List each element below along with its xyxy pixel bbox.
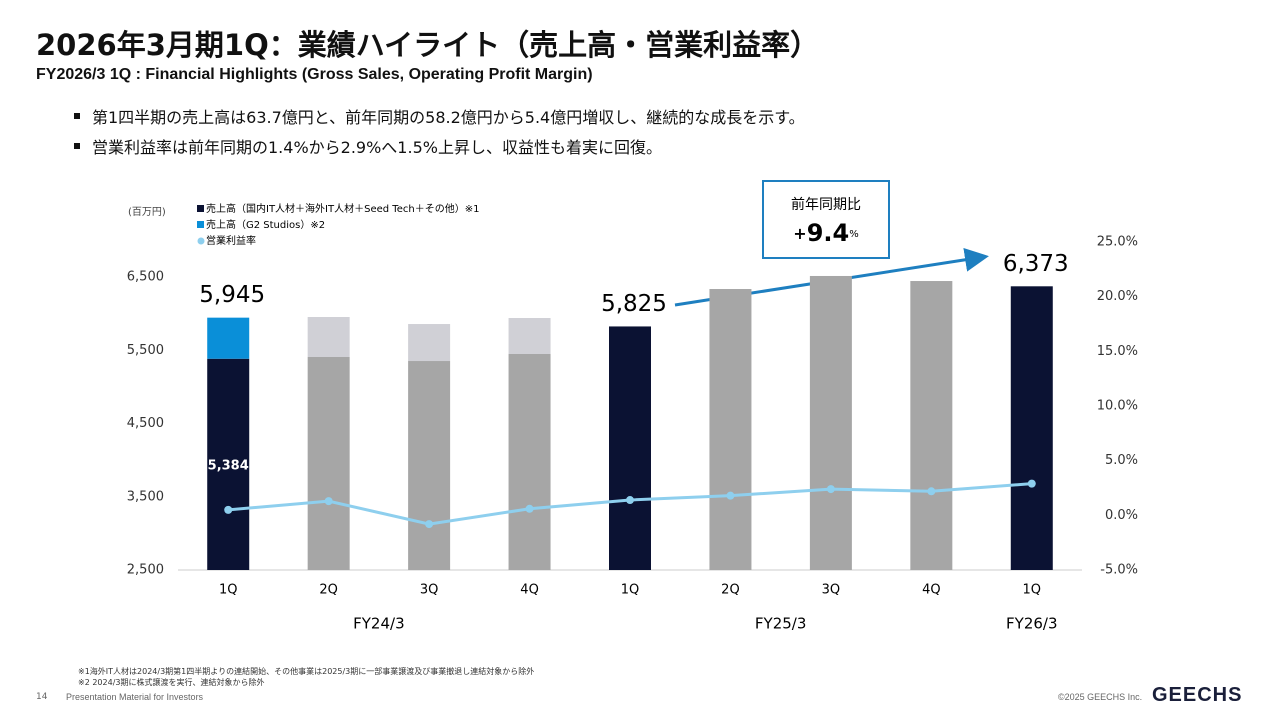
bar-segment <box>508 318 551 354</box>
group-label: FY24/3 <box>353 615 404 633</box>
legend-label: 売上高（G2 Studios）※2 <box>206 218 325 231</box>
bullets: 第1四半期の売上高は63.7億円と、前年同期の58.2億円から5.4億円増収し、… <box>74 104 805 164</box>
bar <box>508 353 551 570</box>
bar <box>609 326 651 570</box>
margin-point <box>726 491 735 500</box>
margin-point <box>626 496 634 505</box>
bar <box>408 361 451 570</box>
y-tick-label: 5,500 <box>127 343 164 358</box>
total-label: 5,945 <box>199 282 265 308</box>
legend-swatch <box>197 205 204 212</box>
bar <box>307 356 350 570</box>
y-tick-label: 4,500 <box>127 416 164 431</box>
y2-tick-label: 0.0% <box>1105 508 1138 523</box>
bar <box>809 275 852 570</box>
callout-unit: % <box>849 229 859 240</box>
legend-swatch <box>197 237 205 245</box>
margin-point <box>224 505 233 514</box>
margin-point <box>525 504 534 513</box>
y2-tick-label: 25.0% <box>1097 235 1138 250</box>
y-tick-label: 3,500 <box>127 489 164 504</box>
bar <box>910 281 953 570</box>
y2-tick-label: -5.0% <box>1100 563 1138 578</box>
copyright: ©2025 GEECHS Inc. <box>1058 692 1143 702</box>
legend-swatch <box>197 221 204 228</box>
total-label: 5,825 <box>601 291 667 317</box>
callout-sign: + <box>793 224 806 243</box>
note: ※2 2024/3期に株式譲渡を実行、連結対象から除外 <box>78 678 265 687</box>
callout-box <box>762 180 890 259</box>
group-label: FY26/3 <box>1006 615 1057 633</box>
y2-tick-label: 20.0% <box>1097 289 1138 304</box>
x-tick-label: 3Q <box>420 583 439 598</box>
subtitle: FY2026/3 1Q : Financial Highlights (Gros… <box>36 66 593 83</box>
callout-value: +9.4% <box>793 219 858 247</box>
y2-tick-label: 5.0% <box>1105 453 1138 468</box>
x-tick-label: 1Q <box>219 583 238 598</box>
title: 2026年3月期1Q：業績ハイライト（売上高・営業利益率） <box>36 28 820 62</box>
total-label: 6,373 <box>1003 251 1069 277</box>
callout-number: 9.4 <box>807 219 850 247</box>
bar <box>1010 286 1053 570</box>
x-tick-label: 4Q <box>520 583 539 598</box>
y-unit: (百万円) <box>128 206 166 218</box>
bullet: 営業利益率は前年同期の1.4%から2.9%へ1.5%上昇し、収益性も着実に回復。 <box>74 134 805 158</box>
page-number: 14 <box>36 692 48 702</box>
x-tick-label: 1Q <box>1023 583 1042 598</box>
margin-point <box>927 487 936 496</box>
y2-tick-label: 15.0% <box>1097 344 1138 359</box>
x-tick-label: 4Q <box>922 583 941 598</box>
margin-point <box>324 497 333 506</box>
margin-point <box>826 485 835 494</box>
bar <box>207 358 250 570</box>
bar-segment <box>207 317 250 359</box>
y-tick-label: 2,500 <box>127 563 164 578</box>
group-label: FY25/3 <box>755 615 806 633</box>
bullet: 第1四半期の売上高は63.7億円と、前年同期の58.2億円から5.4億円増収し、… <box>74 104 805 128</box>
bar-segment <box>307 316 350 357</box>
note: ※1海外IT人材は2024/3期第1四半期よりの連結開始、その他事業は2025/… <box>78 667 535 676</box>
margin-point <box>1027 479 1036 488</box>
footer-label: Presentation Material for Investors <box>66 692 204 702</box>
callout-title: 前年同期比 <box>791 196 861 213</box>
value-label: 5,384 <box>208 459 249 474</box>
bar-segment <box>408 324 451 362</box>
logo: GEECHS <box>1152 684 1243 706</box>
x-tick-label: 1Q <box>621 583 640 598</box>
notes: ※1海外IT人材は2024/3期第1四半期よりの連結開始、その他事業は2025/… <box>78 666 534 688</box>
x-tick-label: 2Q <box>721 583 740 598</box>
bar <box>709 289 752 570</box>
legend-label: 売上高（国内IT人材＋海外IT人材＋Seed Tech＋その他）※1 <box>206 202 479 215</box>
x-tick-label: 2Q <box>319 583 338 598</box>
y2-tick-label: 10.0% <box>1097 399 1138 414</box>
legend-label: 営業利益率 <box>206 234 256 247</box>
margin-point <box>425 520 434 529</box>
y-tick-label: 6,500 <box>127 270 164 285</box>
x-tick-label: 3Q <box>822 583 841 598</box>
